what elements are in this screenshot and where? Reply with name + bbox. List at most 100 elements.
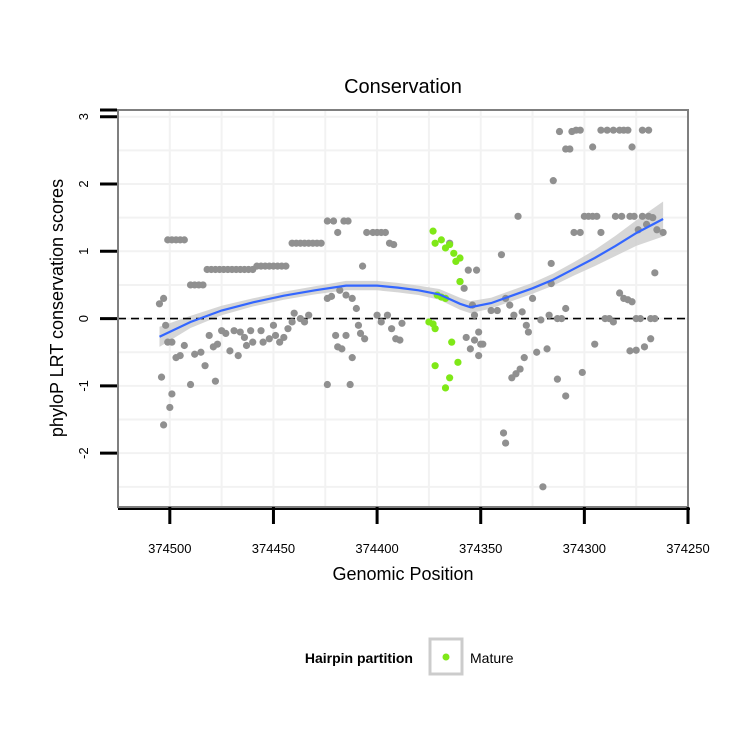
data-point-other	[499, 429, 508, 437]
data-point-other	[160, 294, 168, 303]
data-point-other	[276, 338, 284, 346]
data-point-other	[636, 314, 644, 323]
x-axis-label: Genomic Position	[332, 564, 473, 584]
data-point-other	[479, 340, 487, 348]
data-point-other	[363, 228, 371, 237]
data-point-mature	[441, 384, 450, 392]
x-tick-label: 374400	[355, 541, 398, 556]
data-point-other	[487, 306, 495, 315]
data-point-other	[597, 126, 605, 134]
data-point-other	[562, 304, 570, 313]
data-point-other	[566, 145, 574, 153]
data-point-other	[160, 421, 168, 429]
x-axis: 374500 374450 374400 374350 374300 374250	[118, 507, 710, 556]
data-point-other	[383, 311, 392, 319]
data-point-other	[472, 266, 481, 274]
data-point-other	[593, 212, 601, 220]
data-point-other	[162, 321, 170, 329]
data-point-other	[570, 228, 578, 237]
data-point-other	[271, 331, 280, 340]
data-point-other	[628, 143, 636, 151]
data-point-other	[180, 236, 188, 244]
data-point-other	[323, 380, 331, 389]
y-tick-label: 2	[76, 180, 91, 187]
data-point-other	[354, 321, 363, 329]
legend-mature-marker	[442, 653, 450, 661]
data-point-other	[555, 127, 564, 136]
data-point-other	[334, 228, 342, 237]
data-point-other	[344, 217, 352, 225]
data-point-other	[265, 335, 273, 343]
data-point-other	[236, 328, 244, 336]
data-point-other	[578, 368, 586, 377]
data-point-other	[616, 289, 624, 297]
data-point-other	[597, 228, 605, 237]
smooth-fit-line	[159, 218, 664, 338]
data-point-mature	[425, 318, 433, 326]
data-point-other	[640, 343, 649, 351]
y-tick-label: 3	[76, 113, 91, 120]
data-point-other	[618, 212, 626, 220]
data-point-other	[522, 321, 530, 329]
data-point-other	[653, 226, 661, 234]
data-point-other	[462, 333, 470, 342]
y-axis: -2 -1 0 1 2 3	[76, 108, 117, 459]
data-point-other	[199, 281, 207, 289]
data-point-other	[358, 262, 367, 270]
data-point-other	[611, 212, 620, 220]
data-point-other	[524, 328, 533, 336]
data-point-other	[520, 354, 528, 362]
data-point-other	[323, 217, 331, 225]
data-point-mature	[446, 374, 454, 382]
data-point-other	[562, 392, 570, 400]
data-point-other	[259, 338, 267, 346]
data-point-other	[342, 331, 350, 340]
data-point-mature	[454, 358, 462, 366]
data-point-other	[659, 228, 667, 237]
data-point-other	[352, 304, 360, 313]
data-point-other	[528, 294, 537, 303]
data-point-mature	[456, 277, 464, 286]
data-point-other	[288, 318, 296, 326]
data-point-other	[508, 374, 516, 382]
legend-mature-label: Mature	[470, 650, 514, 666]
data-point-other	[342, 291, 350, 299]
data-point-other	[553, 375, 562, 383]
data-point-other	[626, 347, 634, 355]
data-point-other	[638, 212, 647, 220]
data-point-other	[361, 335, 369, 343]
data-point-other	[651, 314, 659, 323]
data-point-other	[390, 240, 398, 249]
data-point-other	[230, 327, 238, 335]
data-point-other	[518, 308, 526, 316]
data-point-other	[180, 341, 188, 350]
data-point-other	[603, 126, 611, 134]
legend-title: Hairpin partition	[305, 650, 413, 666]
data-point-other	[168, 390, 176, 398]
y-tick-label: -1	[76, 380, 91, 392]
chart-title: Conservation	[344, 76, 462, 98]
data-point-mature	[437, 236, 445, 244]
data-point-mature	[456, 254, 464, 262]
data-point-other	[284, 325, 292, 333]
data-point-mature	[448, 338, 456, 346]
data-point-other	[466, 345, 474, 353]
data-point-other	[222, 329, 230, 337]
data-point-other	[576, 228, 584, 237]
data-point-other	[373, 311, 381, 319]
data-point-other	[356, 329, 365, 337]
data-point-other	[514, 212, 522, 220]
data-point-other	[191, 350, 199, 358]
data-point-mature	[431, 325, 439, 333]
data-point-other	[470, 336, 479, 344]
data-point-other	[624, 126, 632, 134]
data-point-other	[470, 311, 479, 319]
data-point-other	[257, 327, 265, 335]
data-point-other	[630, 212, 638, 220]
data-point-other	[460, 284, 468, 292]
data-point-other	[557, 314, 566, 323]
y-tick-label: 1	[76, 248, 91, 255]
data-point-other	[589, 143, 597, 151]
data-point-other	[242, 341, 251, 350]
smooth-line-layer	[159, 218, 664, 338]
